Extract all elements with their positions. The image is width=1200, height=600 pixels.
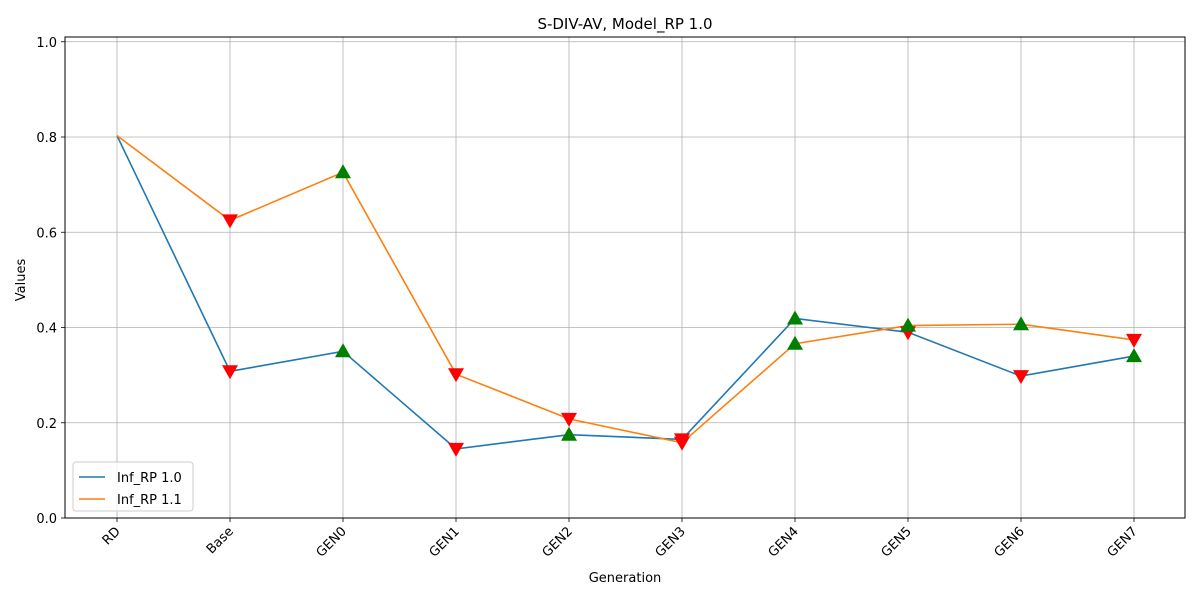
x-tick-label: Base — [204, 524, 237, 557]
x-tick-label: GEN5 — [879, 524, 915, 560]
x-tick-label: GEN2 — [540, 524, 576, 560]
chart-title: S-DIV-AV, Model_RP 1.0 — [537, 15, 712, 34]
grid — [65, 37, 1185, 519]
x-tick-label: RD — [100, 524, 124, 548]
legend: Inf_RP 1.0 Inf_RP 1.1 — [72, 461, 194, 512]
x-tick-label: GEN1 — [427, 524, 463, 560]
decrease-marker — [674, 436, 690, 451]
increase-marker — [561, 426, 577, 441]
y-tick-label: 0.6 — [36, 226, 57, 241]
x-tick-label: GEN4 — [766, 524, 802, 560]
y-tick-label: 0.8 — [36, 131, 57, 146]
series-line-1 — [116, 135, 1135, 450]
decrease-marker — [1013, 370, 1029, 385]
increase-marker — [787, 335, 803, 350]
x-tick-label: GEN0 — [314, 524, 350, 560]
legend-label: Inf_RP 1.0 — [117, 471, 182, 486]
decrease-marker — [448, 442, 464, 457]
y-axis-title: Values — [14, 259, 29, 302]
x-axis-title: Generation — [589, 571, 662, 586]
decrease-marker — [222, 214, 238, 229]
decrease-marker — [561, 412, 577, 427]
x-tick-label: GEN6 — [992, 524, 1028, 560]
decrease-marker — [222, 365, 238, 380]
plot-frame — [64, 36, 1186, 519]
series-lines — [116, 134, 1135, 450]
increase-marker — [787, 310, 803, 325]
decrease-marker — [448, 368, 464, 383]
increase-marker — [335, 164, 351, 179]
x-axis: RD Base GEN0 GEN1 GEN2 GEN3 GEN4 GEN5 GEN6 GEN7 — [100, 518, 1141, 560]
legend-label: Inf_RP 1.1 — [117, 493, 182, 508]
y-tick-label: 0.0 — [36, 512, 57, 527]
y-axis: 0.0 0.2 0.4 0.6 0.8 1.0 — [36, 36, 65, 527]
increase-marker — [1013, 316, 1029, 331]
x-tick-label: GEN7 — [1105, 524, 1141, 560]
y-tick-label: 0.4 — [36, 322, 57, 337]
series-line-2 — [116, 134, 1135, 444]
y-tick-label: 0.2 — [36, 417, 57, 432]
decrease-marker — [1126, 333, 1142, 348]
increase-marker — [900, 317, 916, 332]
y-tick-label: 1.0 — [36, 36, 57, 51]
x-tick-label: GEN3 — [653, 524, 689, 560]
series-markers — [222, 164, 1142, 457]
increase-marker — [1126, 348, 1142, 363]
increase-marker — [335, 343, 351, 358]
